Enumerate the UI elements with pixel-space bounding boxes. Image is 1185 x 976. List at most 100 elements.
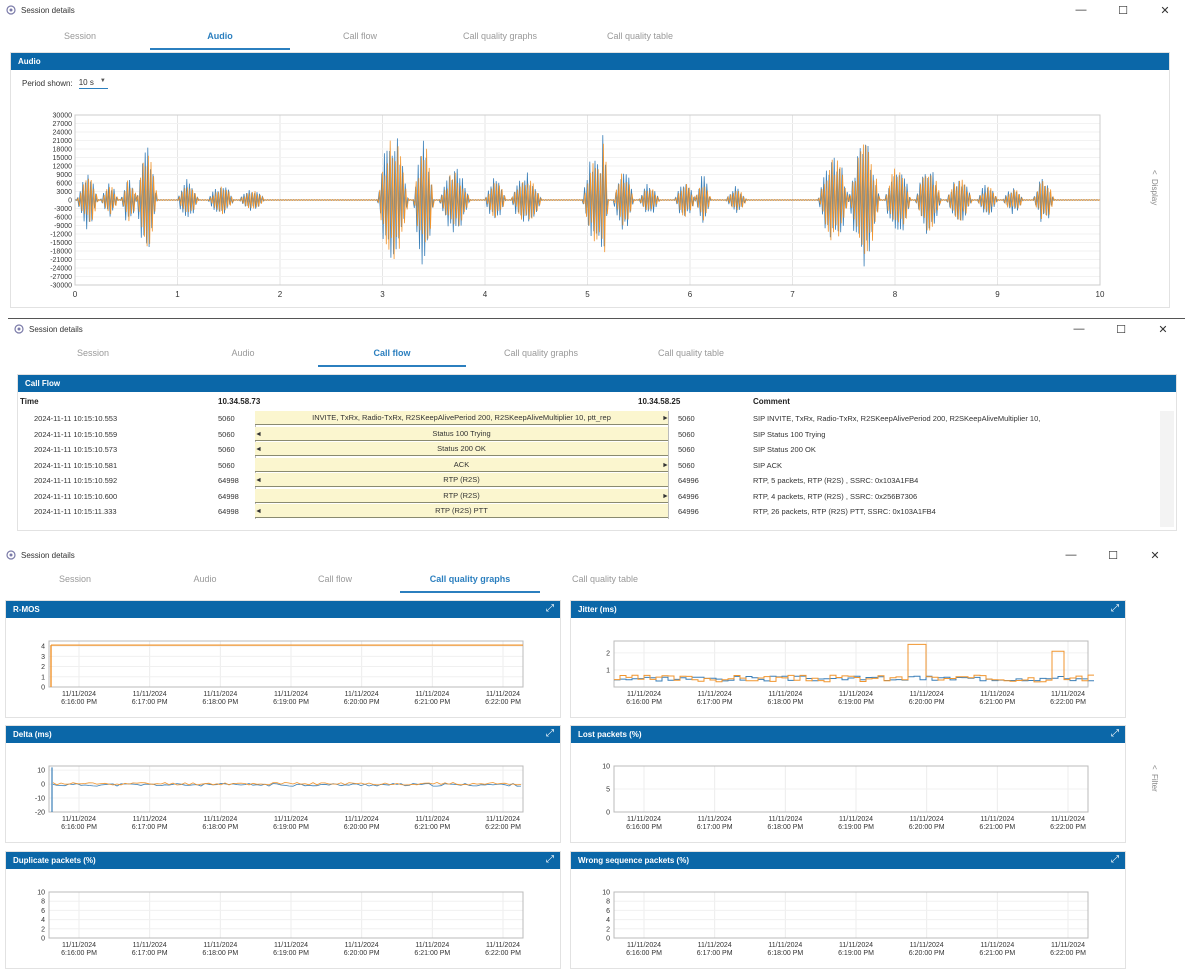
time-tick-time: 6:17:00 PM bbox=[697, 824, 733, 831]
callflow-row[interactable]: 2024-11-11 10:15:10.559 5060 Status 100 Tr… bbox=[18, 426, 1158, 441]
expand-icon[interactable]: ⤢ bbox=[546, 854, 554, 865]
close-icon[interactable]: ✕ bbox=[1158, 323, 1168, 336]
row-comment: SIP ACK bbox=[753, 460, 783, 470]
period-select[interactable]: 10 s ▼ bbox=[78, 78, 108, 89]
y-tick-label: 24000 bbox=[53, 130, 73, 137]
arrow-right-icon: ► bbox=[662, 461, 669, 469]
time-tick-time: 6:16:00 PM bbox=[626, 950, 662, 957]
time-tick-date: 11/11/2024 bbox=[910, 816, 944, 823]
message-arrow: RTP (R2S) bbox=[255, 488, 668, 503]
chart-header: Jitter (ms) ⤢ bbox=[571, 601, 1125, 618]
callflow-row[interactable]: 2024-11-11 10:15:11.333 64998 RTP (R2S) PT… bbox=[18, 504, 1158, 518]
time-tick-time: 6:19:00 PM bbox=[273, 950, 309, 957]
time-tick-time: 6:20:00 PM bbox=[344, 824, 380, 831]
x-tick-label: 5 bbox=[585, 290, 590, 299]
expand-icon[interactable]: ⤢ bbox=[546, 603, 554, 614]
app-icon bbox=[14, 324, 24, 334]
right-lifeline bbox=[668, 411, 669, 519]
time-tick-date: 11/11/2024 bbox=[698, 942, 732, 949]
plot-area bbox=[613, 891, 1089, 939]
minimize-icon[interactable]: — bbox=[1065, 549, 1077, 561]
time-tick-date: 11/11/2024 bbox=[698, 816, 732, 823]
expand-icon[interactable]: ⤢ bbox=[546, 728, 554, 739]
plot-area bbox=[48, 765, 524, 813]
display-side-toggle[interactable]: < Display bbox=[1150, 170, 1159, 205]
close-icon[interactable]: ✕ bbox=[1160, 4, 1170, 17]
expand-icon[interactable]: ⤢ bbox=[1111, 603, 1119, 614]
time-tick-date: 11/11/2024 bbox=[627, 816, 661, 823]
y-tick-label: 0 bbox=[41, 782, 45, 789]
tab-audio[interactable]: Audio bbox=[150, 26, 290, 50]
audio-panel bbox=[10, 52, 1170, 308]
y-tick-label: 1 bbox=[606, 667, 610, 674]
maximize-icon[interactable]: ☐ bbox=[1108, 549, 1118, 562]
time-tick-time: 6:21:00 PM bbox=[979, 950, 1015, 957]
row-left-port: 64998 bbox=[218, 507, 239, 516]
y-tick-label: 6 bbox=[606, 908, 610, 915]
time-tick-time: 6:21:00 PM bbox=[979, 824, 1015, 831]
time-tick-time: 6:20:00 PM bbox=[344, 950, 380, 957]
row-left-port: 5060 bbox=[218, 414, 235, 423]
time-tick-time: 6:18:00 PM bbox=[202, 699, 238, 706]
tab-audio[interactable]: Audio bbox=[231, 348, 255, 358]
col-time-header: Time bbox=[20, 397, 39, 406]
arrow-left-icon: ◄ bbox=[255, 446, 262, 453]
tab-call-quality-table[interactable]: Call quality table bbox=[571, 574, 639, 584]
callflow-row[interactable]: 2024-11-11 10:15:10.592 64998 RTP (R2S) ◄ 64… bbox=[18, 473, 1158, 487]
filter-side-toggle[interactable]: < Filter bbox=[1150, 765, 1159, 791]
callflow-scrollbar[interactable] bbox=[1160, 411, 1174, 527]
maximize-icon[interactable]: ☐ bbox=[1116, 323, 1126, 336]
y-tick-label: 4 bbox=[41, 917, 45, 924]
delta-series-blue bbox=[52, 782, 522, 787]
quality-chart-panel: R-MOS ⤢ 11/11/2024 6:16:00 PM 11/11/2024 6:1… bbox=[5, 600, 561, 718]
y-tick-label: 10 bbox=[37, 890, 45, 897]
close-icon[interactable]: ✕ bbox=[1150, 549, 1160, 562]
tab-audio[interactable]: Audio bbox=[193, 574, 217, 584]
message-label: Status 100 Trying bbox=[432, 428, 491, 438]
time-tick-date: 11/11/2024 bbox=[274, 942, 308, 949]
tab-call-quality-graphs[interactable]: Call quality graphs bbox=[400, 569, 540, 593]
tab-session[interactable]: Session bbox=[63, 31, 97, 41]
message-arrow: RTP (R2S) bbox=[255, 473, 668, 487]
display-label: Display bbox=[1150, 178, 1159, 205]
time-tick-time: 6:22:00 PM bbox=[1050, 824, 1086, 831]
tab-call-flow[interactable]: Call flow bbox=[342, 31, 377, 41]
y-tick-label: 8 bbox=[606, 899, 610, 906]
expand-icon[interactable]: ⤢ bbox=[1111, 728, 1119, 739]
time-tick-date: 11/11/2024 bbox=[1051, 691, 1085, 698]
tab-call-quality-table[interactable]: Call quality table bbox=[606, 31, 674, 41]
tab-session[interactable]: Session bbox=[58, 574, 92, 584]
callflow-row[interactable]: 2024-11-11 10:15:10.581 5060 ACK ► 5060 SIP A… bbox=[18, 457, 1158, 472]
time-tick-time: 6:16:00 PM bbox=[626, 824, 662, 831]
row-comment: RTP, 4 packets, RTP (R2S) , SSRC: 0x256B… bbox=[753, 491, 918, 501]
tab-call-quality-graphs[interactable]: Call quality graphs bbox=[503, 348, 579, 358]
time-tick-date: 11/11/2024 bbox=[415, 816, 449, 823]
y-tick-label: 2 bbox=[41, 664, 45, 671]
window-title: Session details bbox=[21, 5, 75, 15]
maximize-icon[interactable]: ☐ bbox=[1118, 4, 1128, 17]
tab-call-quality-table[interactable]: Call quality table bbox=[657, 348, 725, 358]
series-orange bbox=[75, 140, 1101, 260]
y-tick-label: -6000 bbox=[54, 215, 72, 222]
callflow-row[interactable]: 2024-11-11 10:15:10.573 5060 Status 200 OK… bbox=[18, 442, 1158, 456]
callflow-row[interactable]: 2024-11-11 10:15:10.600 64998 RTP (R2S) ► 64… bbox=[18, 488, 1158, 503]
arrow-right-icon: ► bbox=[662, 415, 669, 422]
chevron-left-icon: < bbox=[1150, 765, 1159, 770]
callflow-row[interactable]: 2024-11-11 10:15:10.553 5060 INVITE, TxRx,… bbox=[18, 411, 1158, 425]
tab-call-flow[interactable]: Call flow bbox=[317, 574, 352, 584]
time-tick-time: 6:17:00 PM bbox=[132, 699, 168, 706]
period-value: 10 s bbox=[78, 78, 94, 87]
time-tick-date: 11/11/2024 bbox=[62, 691, 96, 698]
row-right-port: 5060 bbox=[678, 445, 695, 454]
audio-waveform-chart: 0 1 2 3 4 5 6 7 8 9 103000027000240002100018000150… bbox=[50, 113, 1105, 300]
tab-call-quality-graphs[interactable]: Call quality graphs bbox=[462, 31, 538, 41]
tab-session[interactable]: Session bbox=[76, 348, 110, 358]
minimize-icon[interactable]: — bbox=[1073, 323, 1085, 335]
expand-icon[interactable]: ⤢ bbox=[1111, 854, 1119, 865]
chart-title: Jitter (ms) bbox=[578, 605, 617, 614]
row-time: 2024-11-11 10:15:10.553 bbox=[34, 414, 118, 423]
minimize-icon[interactable]: — bbox=[1075, 4, 1087, 16]
tab-call-flow[interactable]: Call flow bbox=[318, 343, 466, 367]
